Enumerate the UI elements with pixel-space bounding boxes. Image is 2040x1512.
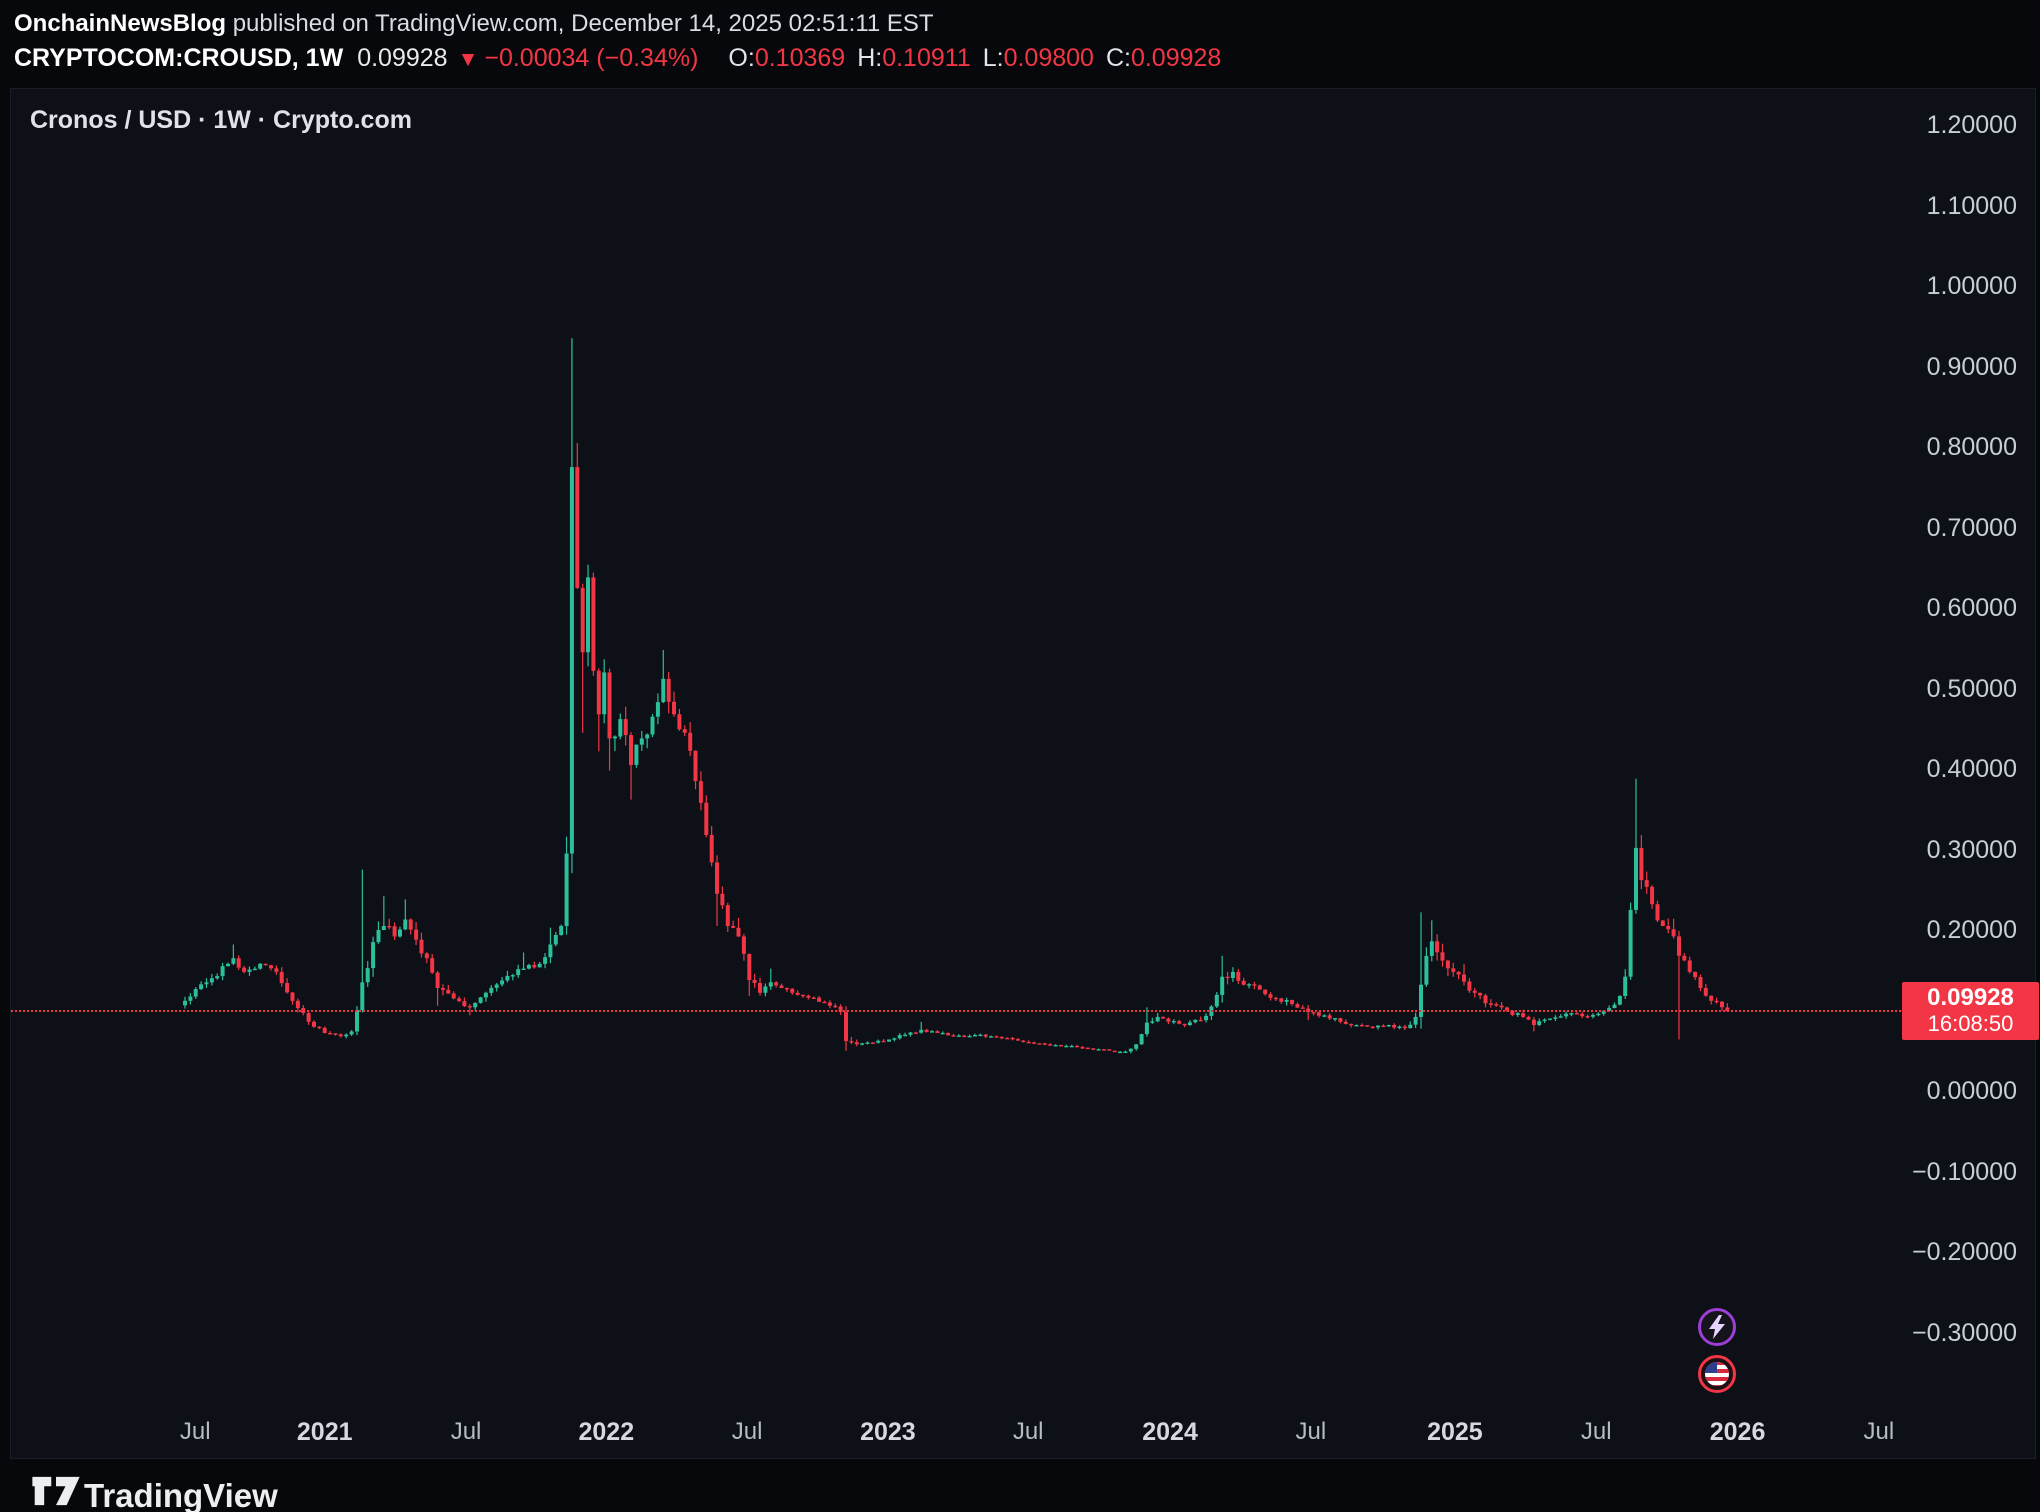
y-axis-label: 1.20000: [1926, 111, 2017, 139]
high-label: H:: [857, 44, 883, 72]
current-price-line: [11, 1010, 1901, 1013]
y-axis-label: 1.00000: [1926, 272, 2017, 300]
x-axis-year-label: 2021: [296, 1418, 353, 1446]
x-axis-month-label: Jul: [731, 1418, 763, 1445]
price-tag-countdown: 16:08:50: [1927, 1011, 2014, 1037]
pane-title: Cronos / USD · 1W · Crypto.com: [30, 106, 412, 134]
down-triangle-icon: ▼: [457, 48, 479, 71]
y-axis-label: −0.30000: [1912, 1318, 2017, 1347]
published-text: published on TradingView.com, December 1…: [226, 10, 934, 37]
lightning-bolt-glyph: [1709, 1315, 1725, 1339]
y-axis-label: 0.60000: [1926, 594, 2017, 622]
y-axis-label: 0.50000: [1926, 674, 2017, 703]
author-name: OnchainNewsBlog: [14, 10, 227, 37]
symbol-quote-line: CRYPTOCOM:CROUSD, 1W 0.09928 ▼ −0.00034 (−0…: [14, 44, 1221, 73]
price-change: −0.00034 (−0.34%): [484, 44, 699, 72]
close-label: C:: [1105, 44, 1131, 72]
lightning-event-icon[interactable]: [1698, 1308, 1736, 1346]
y-axis-label: 0.00000: [1926, 1077, 2017, 1105]
price-tag-value: 0.09928: [1927, 984, 2014, 1012]
us-flag-event-icon[interactable]: [1698, 1355, 1736, 1393]
tradingview-wordmark[interactable]: TradingView: [84, 1477, 278, 1512]
last-price: 0.09928: [357, 44, 448, 72]
high-value: 0.10911: [882, 44, 971, 72]
y-axis-label: 1.10000: [1926, 191, 2017, 220]
y-axis-label: 0.80000: [1926, 433, 2017, 461]
chart-panel[interactable]: [10, 88, 2036, 1459]
price-axis[interactable]: 1.20000 1.10000 1.00000 0.90000 0.80000 0.700…: [1860, 88, 2040, 1459]
y-axis-label: 0.40000: [1926, 755, 2017, 783]
y-axis-label: 0.90000: [1926, 352, 2017, 381]
x-axis-year-label: 2026: [1709, 1418, 1766, 1446]
x-axis-month-label: Jul: [1580, 1418, 1612, 1445]
y-axis-label: −0.10000: [1912, 1157, 2017, 1186]
current-price-tag: 0.09928 16:08:50: [1902, 982, 2039, 1041]
time-axis[interactable]: Jul 2021 Jul 2022 Jul 2023 Jul 2024 Jul 2025 Jul 20…: [10, 1404, 2036, 1459]
y-axis-label: −0.20000: [1912, 1238, 2017, 1266]
x-axis-month-label: Jul: [1295, 1418, 1327, 1445]
x-axis-month-label: Jul: [1012, 1418, 1044, 1445]
y-axis-label: 0.70000: [1926, 513, 2017, 542]
y-axis-label: 0.30000: [1926, 835, 2017, 864]
open-value: 0.10369: [754, 44, 846, 72]
x-axis-month-label: Jul: [450, 1418, 482, 1445]
x-axis-year-label: 2025: [1427, 1418, 1483, 1446]
x-axis-month-label: Jul: [1863, 1418, 1895, 1445]
low-value: 0.09800: [1003, 44, 1094, 72]
x-axis-month-label: Jul: [179, 1418, 211, 1445]
close-value: 0.09928: [1130, 44, 1222, 72]
y-axis-label: 0.20000: [1926, 916, 2017, 944]
open-label: O:: [728, 44, 755, 72]
x-axis-year-label: 2024: [1142, 1418, 1198, 1446]
us-flag-glyph: [1705, 1362, 1729, 1386]
symbol-name: CRYPTOCOM:CROUSD, 1W: [14, 44, 344, 72]
x-axis-year-label: 2022: [578, 1418, 635, 1446]
x-axis-year-label: 2023: [860, 1418, 916, 1446]
attribution-line: OnchainNewsBlog published on TradingView…: [14, 10, 934, 38]
low-label: L:: [982, 44, 1004, 72]
tradingview-logo-icon[interactable]: [30, 1473, 82, 1509]
